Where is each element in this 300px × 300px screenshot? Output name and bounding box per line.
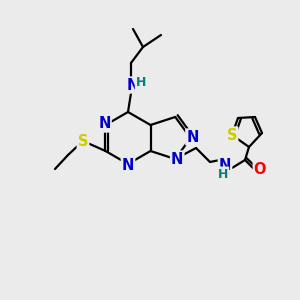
- Text: H: H: [218, 167, 228, 181]
- Text: S: S: [227, 128, 237, 142]
- Text: S: S: [78, 134, 88, 148]
- Text: N: N: [122, 158, 134, 172]
- Text: N: N: [186, 130, 199, 145]
- Text: O: O: [254, 163, 266, 178]
- Text: N: N: [98, 116, 111, 131]
- Text: N: N: [219, 158, 231, 172]
- Text: H: H: [136, 76, 146, 89]
- Text: N: N: [127, 77, 139, 92]
- Text: N: N: [171, 152, 183, 166]
